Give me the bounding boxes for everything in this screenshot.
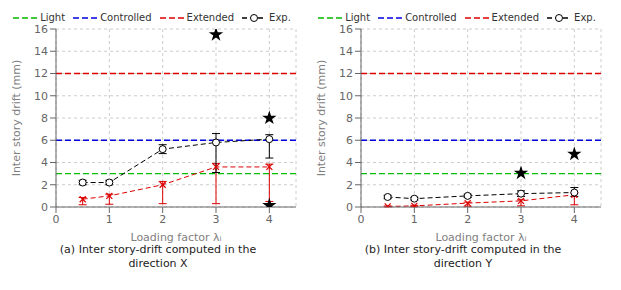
svg-text:4: 4 [266,213,273,226]
svg-text:14: 14 [34,45,48,58]
html-text:Extended: Extended [491,12,540,23]
svg-text:0: 0 [41,201,48,214]
svg-text:12: 12 [339,67,353,80]
svg-text:10: 10 [34,90,48,103]
svg-text:4: 4 [41,156,48,169]
svg-text:Loading factor λᵢ: Loading factor λᵢ [130,231,221,243]
svg-text:2: 2 [346,179,353,192]
svg-text:8: 8 [346,112,353,125]
svg-text:12: 12 [34,67,48,80]
html-text:Exp.: Exp. [574,12,596,23]
svg-text:10: 10 [339,90,353,103]
html-text:Exp.: Exp. [269,12,291,23]
svg-text:8: 8 [41,112,48,125]
svg-text:Loading factor λᵢ: Loading factor λᵢ [435,231,526,243]
html-text:(a) Inter story-drift computed: (a) Inter story-drift computed in the [59,243,257,256]
svg-text:3: 3 [518,213,525,226]
svg-text:6: 6 [41,134,48,147]
html-text:Controlled: Controlled [100,12,152,23]
svg-text:2: 2 [41,179,48,192]
svg-text:Inter story drift (mm): Inter story drift (mm) [10,60,23,177]
svg-text:0: 0 [358,213,365,226]
svg-text:2: 2 [464,213,471,226]
html-text:(b) Inter story-drift computed: (b) Inter story-drift computed in the [364,243,562,256]
html-text:Controlled: Controlled [405,12,457,23]
svg-text:6: 6 [346,134,353,147]
svg-text:1: 1 [106,213,113,226]
svg-text:1: 1 [411,213,418,226]
svg-text:4: 4 [346,156,353,169]
svg-text:Inter story drift (mm): Inter story drift (mm) [315,60,328,177]
svg-text:0: 0 [346,201,353,214]
html-text:direction Y: direction Y [433,257,493,270]
svg-text:14: 14 [339,45,353,58]
svg-text:3: 3 [213,213,220,226]
svg-text:4: 4 [571,213,578,226]
html-text:Light: Light [40,12,66,23]
html-text:Light: Light [345,12,371,23]
svg-text:2: 2 [159,213,166,226]
html-text:Extended: Extended [186,12,235,23]
svg-text:16: 16 [339,23,353,36]
html-text:direction X: direction X [128,257,188,270]
svg-text:16: 16 [34,23,48,36]
svg-text:0: 0 [53,213,60,226]
